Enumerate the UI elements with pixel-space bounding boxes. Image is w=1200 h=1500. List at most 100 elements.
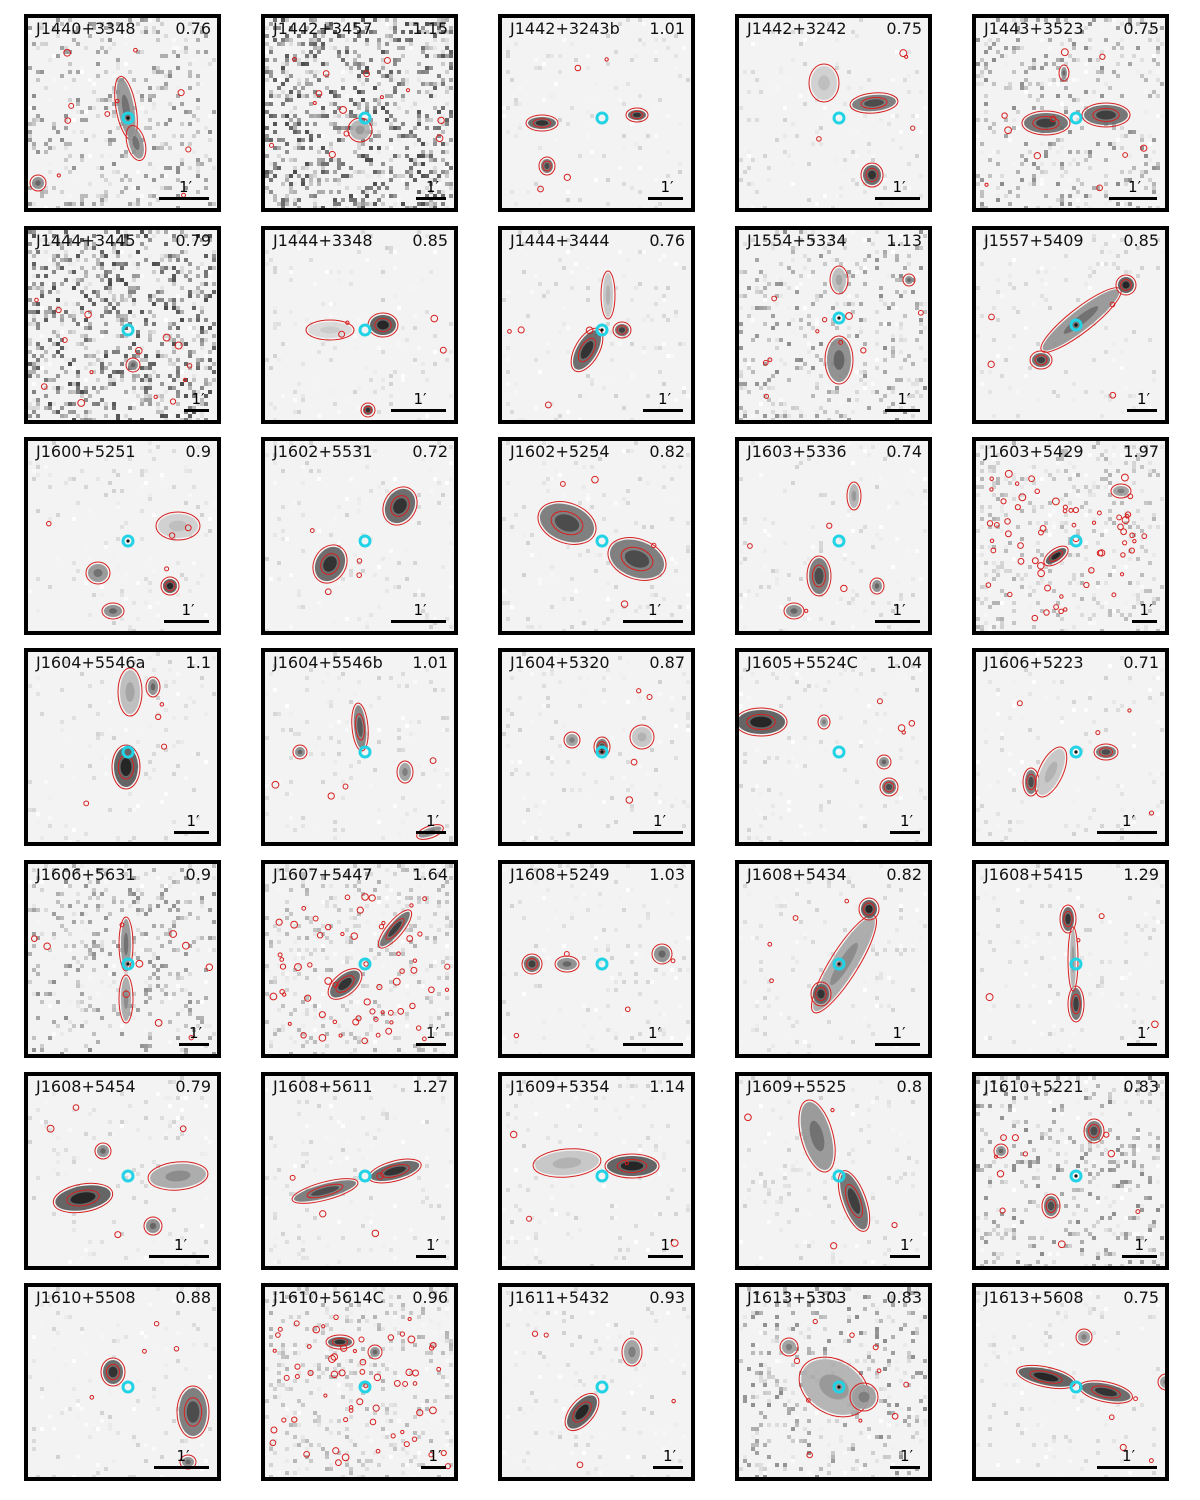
source-name-label: J1440+3348 — [36, 19, 136, 38]
scale-bar-label: 1′ — [1137, 1024, 1150, 1042]
host-galaxy-marker — [832, 745, 846, 759]
optical-radio-overlay — [976, 441, 1165, 631]
cutout-panel: J1444+3444 0.76 1′ — [498, 226, 695, 424]
optical-radio-overlay — [28, 864, 217, 1054]
host-galaxy-marker — [121, 957, 135, 971]
cutout-panel: J1608+5434 0.82 1′ — [735, 860, 932, 1058]
optical-radio-overlay — [265, 18, 454, 208]
optical-radio-overlay — [265, 441, 454, 631]
scale-bar — [174, 831, 209, 834]
cutout-panel: J1442+3457 1.15 1′ — [261, 14, 458, 212]
scale-bar-label: 1′ — [892, 178, 906, 196]
source-name-label: J1557+5409 — [984, 231, 1084, 250]
source-name-label: J1608+5611 — [273, 1077, 373, 1096]
scale-bar-label: 1′ — [181, 601, 195, 619]
host-galaxy-marker — [1069, 318, 1083, 332]
scale-bar-label: 1′ — [413, 390, 427, 408]
optical-radio-overlay — [28, 441, 217, 631]
source-name-label: J1606+5631 — [36, 865, 136, 884]
redshift-label: 0.83 — [886, 1288, 922, 1307]
optical-radio-overlay — [739, 441, 928, 631]
cutout-panel: J1613+5608 0.75 1′ — [972, 1283, 1169, 1481]
source-name-label: J1610+5614C — [273, 1288, 384, 1307]
scale-bar — [653, 1466, 683, 1469]
host-galaxy-marker — [358, 323, 372, 337]
optical-radio-overlay — [502, 1287, 691, 1477]
scale-bar-label: 1′ — [174, 1236, 187, 1254]
optical-radio-overlay — [265, 652, 454, 842]
host-galaxy-marker — [358, 1169, 372, 1183]
optical-radio-overlay — [28, 1076, 217, 1266]
optical-radio-overlay — [739, 864, 928, 1054]
scale-bar — [875, 620, 920, 623]
scale-bar — [416, 1255, 446, 1258]
scale-bar-label: 1′ — [179, 178, 192, 196]
optical-radio-overlay — [502, 441, 691, 631]
scale-bar-label: 1′ — [892, 1024, 906, 1042]
redshift-label: 0.87 — [649, 653, 685, 672]
optical-radio-overlay — [739, 18, 928, 208]
cutout-panel: J1611+5432 0.93 1′ — [498, 1283, 695, 1481]
scale-bar — [643, 409, 683, 412]
source-name-label: J1444+3445 — [36, 231, 136, 250]
optical-radio-overlay — [976, 1076, 1165, 1266]
scale-bar — [416, 197, 446, 200]
host-galaxy-marker — [358, 745, 372, 759]
optical-radio-overlay — [502, 652, 691, 842]
source-name-label: J1442+3457 — [273, 19, 373, 38]
scale-bar — [890, 1466, 920, 1469]
redshift-label: 1.01 — [649, 19, 685, 38]
scale-bar-label: 1′ — [186, 812, 200, 830]
source-name-label: J1609+5525 — [747, 1077, 847, 1096]
source-name-label: J1603+5429 — [984, 442, 1084, 461]
cutout-panel: J1613+5303 0.83 1′ — [735, 1283, 932, 1481]
host-galaxy-marker — [595, 1169, 609, 1183]
cutout-panel: J1444+3445 0.79 1′ — [24, 226, 221, 424]
redshift-label: 0.75 — [1123, 1288, 1159, 1307]
cutout-panel: J1605+5524C 1.04 1′ — [735, 648, 932, 846]
redshift-label: 1.04 — [886, 653, 922, 672]
scale-bar — [421, 1466, 446, 1469]
scale-bar — [885, 409, 920, 412]
host-galaxy-marker — [832, 957, 846, 971]
optical-radio-overlay — [739, 652, 928, 842]
scale-bar-label: 1′ — [428, 1447, 442, 1465]
scale-bar — [875, 197, 920, 200]
cutout-panel: J1440+3348 0.76 1′ — [24, 14, 221, 212]
scale-bar — [890, 831, 920, 834]
redshift-label: 0.76 — [175, 19, 211, 38]
optical-radio-overlay — [502, 864, 691, 1054]
scale-bar-label: 1′ — [413, 601, 427, 619]
source-name-label: J1602+5531 — [273, 442, 373, 461]
host-galaxy-marker — [1069, 745, 1083, 759]
source-name-label: J1608+5415 — [984, 865, 1084, 884]
cutout-panel: J1608+5454 0.79 1′ — [24, 1072, 221, 1270]
source-name-label: J1613+5303 — [747, 1288, 847, 1307]
redshift-label: 0.9 — [185, 865, 211, 884]
host-galaxy-marker — [1069, 1169, 1083, 1183]
scale-bar-label: 1′ — [1122, 812, 1135, 830]
host-galaxy-marker — [1069, 111, 1083, 125]
scale-bar — [391, 409, 446, 412]
redshift-label: 1.64 — [412, 865, 448, 884]
scale-bar-label: 1′ — [660, 1236, 674, 1254]
scale-bar — [623, 620, 683, 623]
scale-bar-label: 1′ — [648, 1024, 661, 1042]
cutout-panel: J1608+5415 1.29 1′ — [972, 860, 1169, 1058]
scale-bar — [875, 1043, 920, 1046]
source-name-label: J1600+5251 — [36, 442, 136, 461]
scale-bar — [1132, 620, 1157, 623]
scale-bar-label: 1′ — [1134, 1236, 1148, 1254]
cutout-panel: J1608+5249 1.03 1′ — [498, 860, 695, 1058]
cutout-panel: J1604+5546b 1.01 1′ — [261, 648, 458, 846]
redshift-label: 0.85 — [412, 231, 448, 250]
scale-bar — [633, 831, 683, 834]
cutout-panel: J1443+3523 0.75 1′ — [972, 14, 1169, 212]
redshift-label: 0.82 — [649, 442, 685, 461]
scale-bar-label: 1′ — [176, 1447, 190, 1465]
scale-bar — [164, 620, 209, 623]
scale-bar-label: 1′ — [426, 178, 439, 196]
redshift-label: 0.82 — [886, 865, 922, 884]
redshift-label: 0.88 — [175, 1288, 211, 1307]
cutout-panel: J1600+5251 0.9 1′ — [24, 437, 221, 635]
